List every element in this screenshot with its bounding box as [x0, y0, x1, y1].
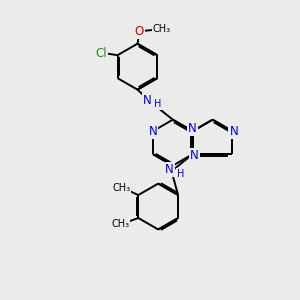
Text: H: H: [177, 169, 184, 179]
Text: N: N: [230, 125, 238, 138]
Text: CH₃: CH₃: [111, 220, 129, 230]
Text: CH₃: CH₃: [112, 183, 130, 193]
Text: O: O: [134, 25, 144, 38]
Text: N: N: [190, 149, 199, 162]
Text: N: N: [188, 122, 197, 135]
Text: N: N: [165, 163, 173, 176]
Text: Cl: Cl: [96, 47, 107, 60]
Text: N: N: [148, 125, 157, 138]
Text: CH₃: CH₃: [153, 24, 171, 34]
Text: N: N: [143, 94, 152, 107]
Text: H: H: [154, 99, 161, 110]
